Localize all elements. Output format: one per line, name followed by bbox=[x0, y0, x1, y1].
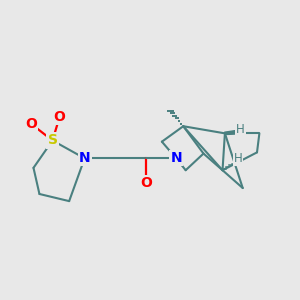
Text: H: H bbox=[236, 123, 245, 136]
Text: H: H bbox=[234, 152, 242, 165]
Text: N: N bbox=[170, 151, 182, 165]
Text: O: O bbox=[54, 110, 66, 124]
Text: S: S bbox=[47, 134, 58, 148]
Text: O: O bbox=[25, 117, 37, 131]
Text: O: O bbox=[140, 176, 152, 190]
Text: N: N bbox=[79, 151, 90, 165]
Polygon shape bbox=[225, 130, 237, 134]
